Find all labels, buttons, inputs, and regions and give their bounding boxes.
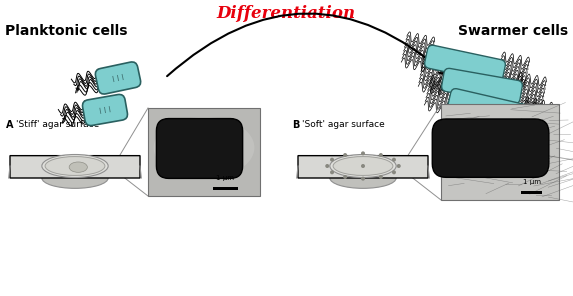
Circle shape: [343, 175, 347, 179]
FancyBboxPatch shape: [83, 94, 128, 126]
Text: Swarmer cells: Swarmer cells: [458, 24, 568, 38]
Text: 1 μm: 1 μm: [216, 175, 234, 181]
Text: 'Soft' agar surface: 'Soft' agar surface: [302, 120, 384, 129]
Text: A: A: [6, 120, 14, 130]
Bar: [441, 104, 559, 200]
Circle shape: [379, 175, 383, 179]
Text: 1 μm: 1 μm: [523, 179, 541, 185]
FancyBboxPatch shape: [432, 119, 549, 177]
Ellipse shape: [69, 162, 87, 172]
Bar: [148, 108, 260, 196]
Text: Planktonic cells: Planktonic cells: [5, 24, 128, 38]
Circle shape: [343, 153, 347, 157]
Text: Swarmer cell: Swarmer cell: [453, 120, 512, 129]
Bar: [213, 187, 238, 190]
FancyBboxPatch shape: [156, 119, 242, 178]
Text: Differentiation: Differentiation: [217, 5, 356, 22]
Ellipse shape: [154, 117, 254, 178]
Circle shape: [379, 153, 383, 157]
Text: Planktonic cell: Planktonic cell: [155, 120, 221, 129]
Circle shape: [330, 170, 334, 174]
Circle shape: [361, 151, 365, 155]
Circle shape: [397, 164, 401, 168]
FancyBboxPatch shape: [10, 156, 140, 178]
Ellipse shape: [330, 155, 396, 178]
Ellipse shape: [45, 157, 105, 176]
Bar: [521, 191, 543, 194]
FancyBboxPatch shape: [298, 156, 428, 178]
Circle shape: [361, 177, 365, 181]
Circle shape: [361, 164, 365, 168]
FancyBboxPatch shape: [442, 68, 523, 104]
FancyBboxPatch shape: [95, 62, 140, 94]
Circle shape: [392, 158, 396, 162]
Circle shape: [392, 170, 396, 174]
Ellipse shape: [42, 155, 108, 178]
Text: B: B: [292, 120, 299, 130]
Circle shape: [325, 164, 329, 168]
Ellipse shape: [42, 168, 108, 188]
FancyBboxPatch shape: [425, 45, 505, 83]
Circle shape: [330, 158, 334, 162]
Ellipse shape: [330, 168, 396, 188]
Text: 'Stiff' agar surface: 'Stiff' agar surface: [16, 120, 99, 129]
FancyBboxPatch shape: [448, 89, 528, 127]
Ellipse shape: [333, 157, 393, 176]
